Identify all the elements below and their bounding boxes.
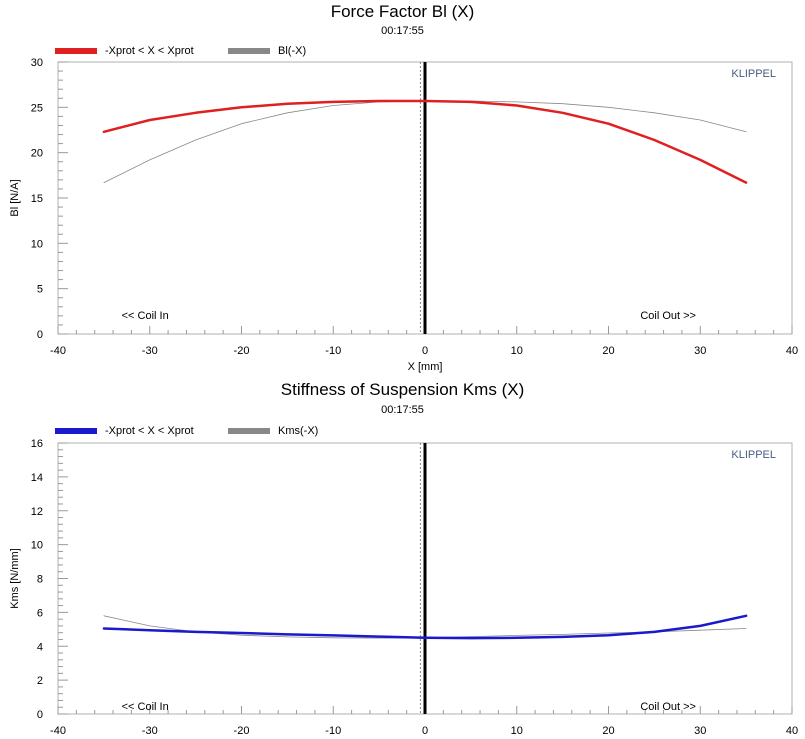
y-tick-label: 12 (31, 506, 43, 518)
x-tick-label: -40 (50, 345, 66, 357)
x-tick-label: 30 (694, 345, 706, 357)
x-tick-label: 10 (511, 725, 523, 737)
legend-swatch-primary (55, 48, 97, 54)
x-tick-label: 20 (602, 345, 614, 357)
y-tick-label: 20 (31, 148, 43, 160)
y-axis-label: Bl [N/A] (9, 179, 21, 216)
x-tick-label: -20 (234, 345, 250, 357)
kms-chart: Stiffness of Suspension Kms (X) 00:17:55… (0, 380, 805, 739)
watermark: KLIPPEL (731, 68, 776, 80)
bl-chart: Force Factor Bl (X) 00:17:55 -Xprot < X … (9, 2, 798, 373)
x-tick-label: 10 (511, 345, 523, 357)
chart-title: Force Factor Bl (X) (330, 2, 475, 21)
x-tick-label: -10 (325, 345, 341, 357)
chart-subtitle: 00:17:55 (381, 404, 424, 416)
y-tick-label: 10 (31, 238, 43, 250)
chart-subtitle: 00:17:55 (381, 25, 424, 37)
x-tick-label: 40 (786, 345, 798, 357)
y-tick-label: 6 (37, 607, 43, 619)
x-tick-label: 0 (422, 345, 428, 357)
kms-plot: -40 -30 -20 -10 0 10 20 30 40 0 2 4 6 8 10 12 14 16 Kms [N… (9, 438, 798, 737)
series-line-primary (102, 614, 748, 640)
y-tick-label: 15 (31, 193, 43, 205)
y-tick-label: 10 (31, 540, 43, 552)
series-line-primary (102, 99, 748, 184)
bl-plot: -40 -30 -20 -10 0 10 20 30 40 0 5 10 15 20 25 30 X [mm] B… (9, 57, 798, 373)
legend-item-mirror: Kms(-X) (228, 425, 318, 437)
legend-swatch-primary (55, 428, 97, 434)
legend-item-primary: -Xprot < X < Xprot (55, 45, 194, 57)
legend-item-mirror: Bl(-X) (228, 45, 306, 57)
x-axis-label: X [mm] (408, 361, 443, 373)
y-tick-label: 30 (31, 57, 43, 69)
x-tick-label: -10 (325, 725, 341, 737)
x-tick-label: 0 (422, 725, 428, 737)
y-axis-label: Kms [N/mm] (9, 548, 21, 609)
chart-title: Stiffness of Suspension Kms (X) (280, 380, 525, 399)
x-tick-label: -30 (142, 725, 158, 737)
y-tick-label: 4 (37, 641, 43, 653)
annotation-coil-in: << Coil In (122, 701, 169, 713)
x-tick-label: -30 (142, 345, 158, 357)
watermark: KLIPPEL (731, 449, 776, 461)
y-tick-label: 0 (37, 709, 43, 721)
legend-label-primary: -Xprot < X < Xprot (105, 425, 194, 437)
x-tick-label: -20 (234, 725, 250, 737)
legend-label-mirror: Kms(-X) (278, 425, 319, 437)
x-tick-label: 40 (786, 725, 798, 737)
y-tick-label: 8 (37, 574, 43, 586)
annotation-coil-out: Coil Out >> (640, 310, 696, 322)
legend-swatch-mirror (228, 48, 270, 54)
x-tick-label: 30 (694, 725, 706, 737)
x-tick-label: -40 (50, 725, 66, 737)
x-tick-label: 20 (602, 725, 614, 737)
annotation-coil-out: Coil Out >> (640, 701, 696, 713)
y-tick-label: 14 (31, 472, 43, 484)
legend-swatch-mirror (228, 428, 270, 434)
legend-label-mirror: Bl(-X) (278, 45, 307, 57)
y-tick-label: 0 (37, 329, 43, 341)
y-tick-label: 16 (31, 438, 43, 450)
legend-item-primary: -Xprot < X < Xprot (55, 425, 194, 437)
y-tick-label: 25 (31, 102, 43, 114)
y-tick-label: 5 (37, 284, 43, 296)
legend-label-primary: -Xprot < X < Xprot (105, 45, 194, 57)
annotation-coil-in: << Coil In (122, 310, 169, 322)
y-tick-label: 2 (37, 675, 43, 687)
